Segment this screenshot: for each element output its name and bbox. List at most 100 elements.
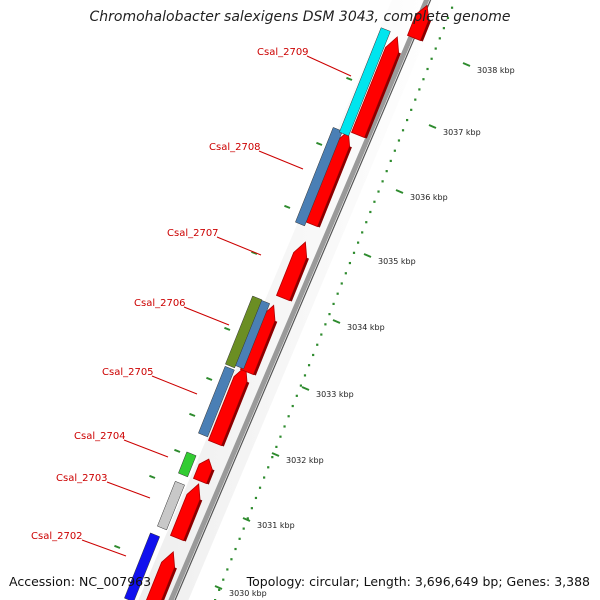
scale-dot xyxy=(250,507,253,510)
feature-tick xyxy=(174,448,181,453)
cds-arrow xyxy=(275,241,308,302)
scale-tick-label: 3032 kbp xyxy=(286,456,324,465)
scale-dot xyxy=(332,302,335,306)
scale-dot xyxy=(234,547,237,551)
scale-tick-label: 3037 kbp xyxy=(443,128,481,137)
gene-label: Csal_2705 xyxy=(102,367,154,378)
gene-label: Csal_2707 xyxy=(167,228,219,239)
scale-tick-mark xyxy=(214,585,223,590)
scale-tick-label: 3030 kbp xyxy=(229,589,267,598)
gene-leader-line xyxy=(183,306,230,326)
scale-dot xyxy=(381,180,384,183)
scale-tick-mark xyxy=(271,452,280,457)
scale-dot xyxy=(369,210,372,214)
scale-dot xyxy=(373,200,376,203)
gene-leader-line xyxy=(306,55,352,77)
feature-bar xyxy=(157,480,185,531)
scale-dot xyxy=(446,16,450,20)
scale-tick-mark xyxy=(242,517,251,522)
backbone-line xyxy=(168,0,430,600)
scale-dot xyxy=(393,149,396,152)
feature-bar xyxy=(339,27,391,137)
scale-dot xyxy=(230,558,233,561)
scale-dot xyxy=(307,364,311,367)
scale-dot xyxy=(303,374,307,377)
scale-dot xyxy=(287,415,290,418)
cds-arrow xyxy=(192,458,213,485)
cds-arrow xyxy=(350,36,400,139)
cds-arrow xyxy=(406,4,430,42)
cds-arrow xyxy=(207,365,248,447)
cds-arrow-shade xyxy=(364,52,401,139)
scale-dot xyxy=(410,108,413,111)
scale-dot xyxy=(352,251,356,254)
scale-dot xyxy=(246,517,249,520)
scale-dot xyxy=(389,159,392,163)
scale-dot xyxy=(348,261,352,265)
scale-tick-label: 3038 kbp xyxy=(477,66,515,75)
cds-arrow-shade xyxy=(289,257,309,302)
scale-dot xyxy=(320,333,323,336)
scale-dot xyxy=(312,353,315,357)
gene-label: Csal_2709 xyxy=(257,47,309,58)
scale-dot xyxy=(356,241,360,244)
scale-dot xyxy=(275,445,278,448)
scale-dot xyxy=(450,6,454,9)
scale-dot xyxy=(295,394,298,397)
scale-dot xyxy=(283,425,286,428)
feature-bar xyxy=(198,365,235,438)
gene-label: Csal_2708 xyxy=(209,142,261,153)
cds-arrow xyxy=(146,550,176,600)
scale-dot xyxy=(226,568,229,571)
cds-arrow-shade xyxy=(183,499,203,542)
scale-dot xyxy=(340,282,343,285)
scale-tick-mark xyxy=(301,386,310,391)
feature-tick xyxy=(251,250,258,255)
scale-dot xyxy=(377,190,380,193)
scale-dot xyxy=(271,456,274,459)
scale-dot xyxy=(361,231,364,234)
cds-arrow-shade xyxy=(161,567,177,600)
scale-dot xyxy=(299,384,302,387)
scale-tick-mark xyxy=(428,124,437,129)
feature-bar xyxy=(225,295,263,369)
scale-tick-mark xyxy=(462,62,471,67)
feature-tick xyxy=(206,376,213,381)
topology-text: Topology: circular; Length: 3,696,649 bp… xyxy=(246,574,590,589)
scale-dot xyxy=(442,27,445,30)
scale-dot xyxy=(238,537,241,540)
scale-tick-label: 3034 kbp xyxy=(347,323,385,332)
gene-label: Csal_2706 xyxy=(134,298,186,309)
gene-leader-line xyxy=(123,439,169,458)
feature-tick xyxy=(189,412,196,417)
cds-arrow-shade xyxy=(253,320,278,376)
scale-tick-mark xyxy=(363,253,372,258)
map-title: Chromohalobacter salexigens DSM 3043, co… xyxy=(89,9,511,25)
scale-dot xyxy=(267,466,270,469)
scale-dot xyxy=(422,78,425,81)
scale-dot xyxy=(336,292,339,295)
gene-label: Csal_2703 xyxy=(56,473,108,484)
scale-tick-mark xyxy=(332,319,341,324)
scale-tick-label: 3036 kbp xyxy=(410,193,448,202)
gene-label: Csal_2704 xyxy=(74,431,126,442)
gene-leader-line xyxy=(151,375,198,395)
scale-dot xyxy=(328,313,331,316)
scale-dot xyxy=(254,496,258,500)
scale-dot xyxy=(426,67,429,71)
scale-dot xyxy=(222,578,225,581)
scale-dot xyxy=(406,118,409,122)
cds-arrow-shade xyxy=(206,469,215,485)
scale-dot xyxy=(258,486,262,489)
feature-tick xyxy=(114,544,121,549)
feature-tick xyxy=(149,474,156,479)
scale-dot xyxy=(365,221,368,224)
cds-arrow-shade xyxy=(420,19,432,42)
gene-leader-line xyxy=(258,150,304,170)
cds-arrow-shade xyxy=(221,381,250,447)
scale-dot xyxy=(324,323,327,326)
cds-arrow-shade xyxy=(317,146,352,228)
scale-dot xyxy=(430,57,433,60)
